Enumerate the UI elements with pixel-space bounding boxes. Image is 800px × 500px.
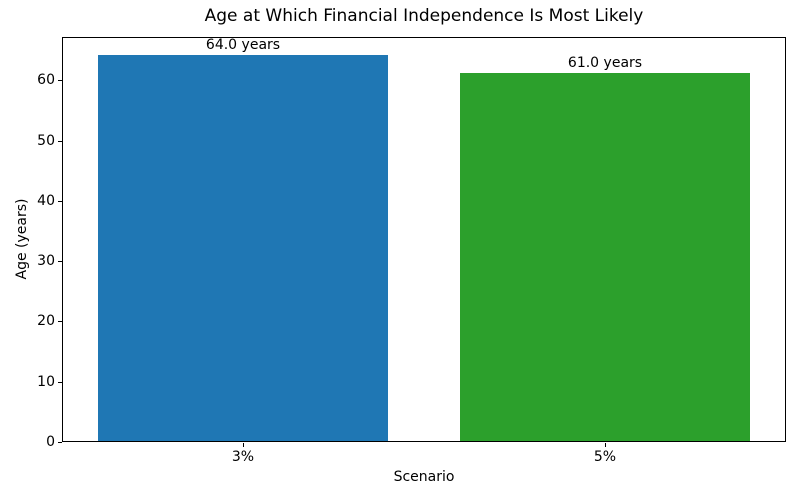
x-axis-label: Scenario <box>393 469 455 485</box>
bar-value-label: 64.0 years <box>205 37 281 54</box>
y-tick-label: 50 <box>37 132 55 149</box>
y-tick-mark <box>58 321 62 323</box>
x-tick-mark <box>605 443 606 447</box>
chart-title: Age at Which Financial Independence Is M… <box>204 6 644 26</box>
y-tick-mark <box>58 261 62 263</box>
x-tick-label: 3% <box>231 449 255 465</box>
plot-area <box>62 37 786 442</box>
y-tick-label: 30 <box>37 253 55 270</box>
y-tick-mark <box>58 381 62 383</box>
y-tick-label: 20 <box>37 313 55 330</box>
bar-3% <box>98 55 388 441</box>
y-tick-mark <box>58 442 62 443</box>
y-tick-label: 40 <box>37 192 55 209</box>
x-tick-mark <box>243 443 244 447</box>
bar-value-label: 61.0 years <box>567 55 643 72</box>
y-tick-label: 10 <box>37 373 55 390</box>
y-tick-mark <box>58 140 62 142</box>
y-tick-label: 60 <box>37 72 55 89</box>
bar-5% <box>460 73 750 441</box>
y-tick-mark <box>58 80 62 82</box>
y-tick-label: 0 <box>46 434 55 450</box>
x-tick-label: 5% <box>593 449 617 465</box>
y-tick-mark <box>58 200 62 202</box>
